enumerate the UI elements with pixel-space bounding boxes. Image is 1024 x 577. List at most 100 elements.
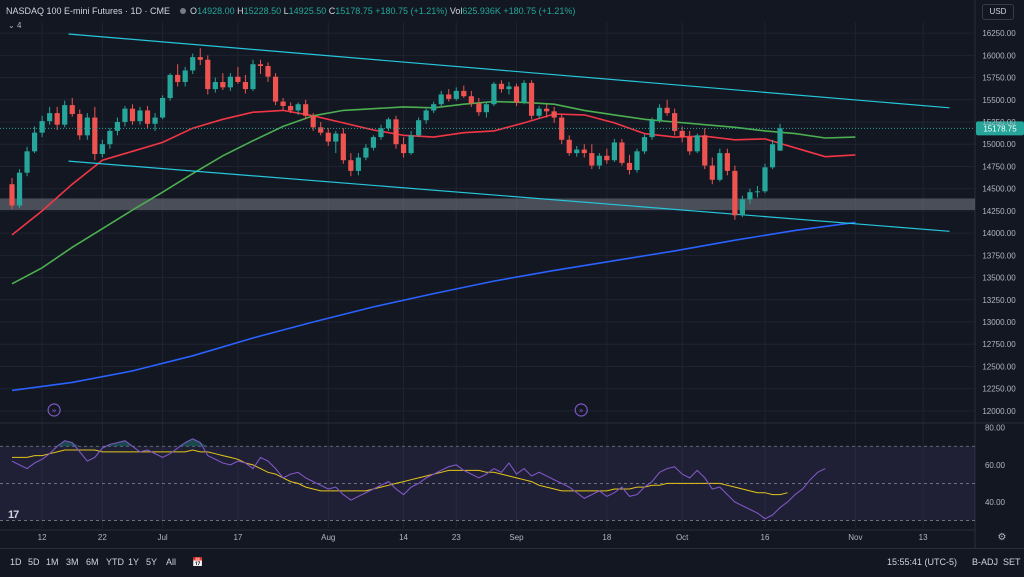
event-marker-icon[interactable]: » — [47, 403, 61, 417]
price-tick-label: 16000.00 — [982, 51, 1016, 60]
candle — [431, 104, 437, 111]
candle — [318, 127, 324, 133]
candle — [611, 142, 617, 161]
price-tick-label: 15250.00 — [982, 118, 1016, 127]
timeframe-ytd[interactable]: YTD — [106, 557, 124, 567]
candle — [702, 135, 708, 166]
candle — [152, 117, 158, 124]
candle — [687, 137, 693, 152]
price-tick-label: 15000.00 — [982, 140, 1016, 149]
candle — [363, 147, 369, 158]
candle — [280, 101, 286, 106]
timeframe-1m[interactable]: 1M — [46, 557, 59, 567]
adjustment-toggle[interactable]: B-ADJ — [972, 557, 999, 567]
candle — [732, 170, 738, 216]
time-tick-label: 13 — [919, 533, 928, 542]
candle — [649, 120, 655, 138]
rsi-line — [11, 438, 826, 520]
candle — [498, 83, 505, 90]
ohlc-key-o: O — [190, 6, 198, 16]
price-tick-label: 12500.00 — [982, 362, 1016, 371]
overlay-channel-upper — [68, 33, 950, 109]
candle — [355, 157, 361, 171]
candle — [393, 119, 399, 145]
candle — [190, 57, 196, 71]
time-tick-label: 14 — [399, 533, 408, 542]
currency-button[interactable]: USD — [982, 4, 1014, 20]
rsi-tick-label: 40.00 — [985, 498, 1006, 507]
candle — [212, 82, 218, 90]
candle — [777, 128, 783, 151]
price-tick-label: 12250.00 — [982, 385, 1016, 394]
candle — [589, 153, 595, 166]
market-status-icon — [180, 8, 187, 14]
price-tick-label: 14000.00 — [982, 229, 1016, 238]
candle — [664, 107, 670, 114]
candle — [747, 192, 753, 200]
candle — [528, 82, 535, 116]
candle — [378, 128, 384, 138]
calendar-icon[interactable]: 📅 — [192, 557, 204, 567]
candle — [288, 106, 294, 111]
time-tick-label: 17 — [233, 533, 242, 542]
candle — [370, 137, 377, 148]
chart-legend: NASDAQ 100 E-mini Futures · 1D · CME O 14… — [6, 6, 575, 16]
price-tick-label: 14750.00 — [982, 162, 1016, 171]
candle — [762, 167, 768, 192]
candle — [31, 132, 38, 152]
svg-text:»: » — [579, 406, 584, 415]
candle — [197, 57, 203, 60]
event-marker-icon[interactable]: » — [574, 403, 588, 417]
candle — [416, 120, 422, 136]
candle — [717, 153, 723, 180]
ohlc-key-c: C — [328, 6, 336, 16]
symbol-title[interactable]: NASDAQ 100 E-mini Futures · 1D · CME — [6, 6, 171, 16]
clock[interactable]: 15:55:41 (UTC-5) — [887, 557, 958, 567]
candle — [54, 113, 60, 125]
timeframe-5d[interactable]: 5D — [28, 557, 40, 567]
candle — [310, 115, 316, 128]
candle — [446, 94, 452, 99]
candle — [400, 144, 407, 154]
candle — [129, 108, 136, 122]
timeframe-5y[interactable]: 5Y — [146, 557, 158, 567]
time-tick-label: Aug — [321, 533, 335, 542]
chart-canvas[interactable]: 15178.75 12000.00 12250.00 12500.00 12750.00… — [0, 0, 1024, 548]
tradingview-logo-icon: 17 — [8, 509, 19, 521]
time-tick-label: Jul — [157, 533, 167, 542]
indicators-toggle[interactable]: ⌄ 4 — [8, 21, 21, 30]
candle — [641, 137, 648, 152]
session-toggle[interactable]: SET — [1003, 557, 1021, 567]
timeframe-all[interactable]: All — [166, 557, 177, 567]
ohlc-key-vol: Vol — [449, 6, 463, 16]
price-tick-label: 12000.00 — [982, 407, 1016, 416]
price-tick-label: 16250.00 — [982, 29, 1016, 38]
candle — [468, 96, 474, 104]
ohlc-value-l: 14925.50 — [288, 6, 329, 16]
candle — [250, 64, 256, 90]
chevron-down-icon: ⌄ — [8, 21, 17, 30]
candle — [175, 74, 181, 82]
candle — [144, 110, 151, 124]
candle — [626, 162, 633, 170]
timeframe-3m[interactable]: 3M — [66, 557, 79, 567]
candle — [9, 184, 15, 206]
price-tick-label: 12750.00 — [982, 340, 1016, 349]
candle — [694, 135, 700, 152]
price-tick-label: 13250.00 — [982, 296, 1016, 305]
timeframe-1d[interactable]: 1D — [10, 557, 22, 567]
candle — [257, 64, 264, 66]
candle — [220, 82, 226, 88]
price-tick-label: 14250.00 — [982, 207, 1016, 216]
price-tick-label: 13750.00 — [982, 251, 1016, 260]
candle — [521, 82, 527, 103]
candle — [566, 139, 572, 154]
overlay-channel-lower — [68, 160, 950, 232]
time-tick-label: Oct — [676, 533, 689, 542]
timeframe-1y[interactable]: 1Y — [128, 557, 140, 567]
candle — [679, 130, 685, 138]
candle — [551, 111, 557, 118]
candle — [205, 59, 211, 90]
timeframe-6m[interactable]: 6M — [86, 557, 99, 567]
settings-gear-icon[interactable]: ⚙ — [998, 532, 1007, 543]
